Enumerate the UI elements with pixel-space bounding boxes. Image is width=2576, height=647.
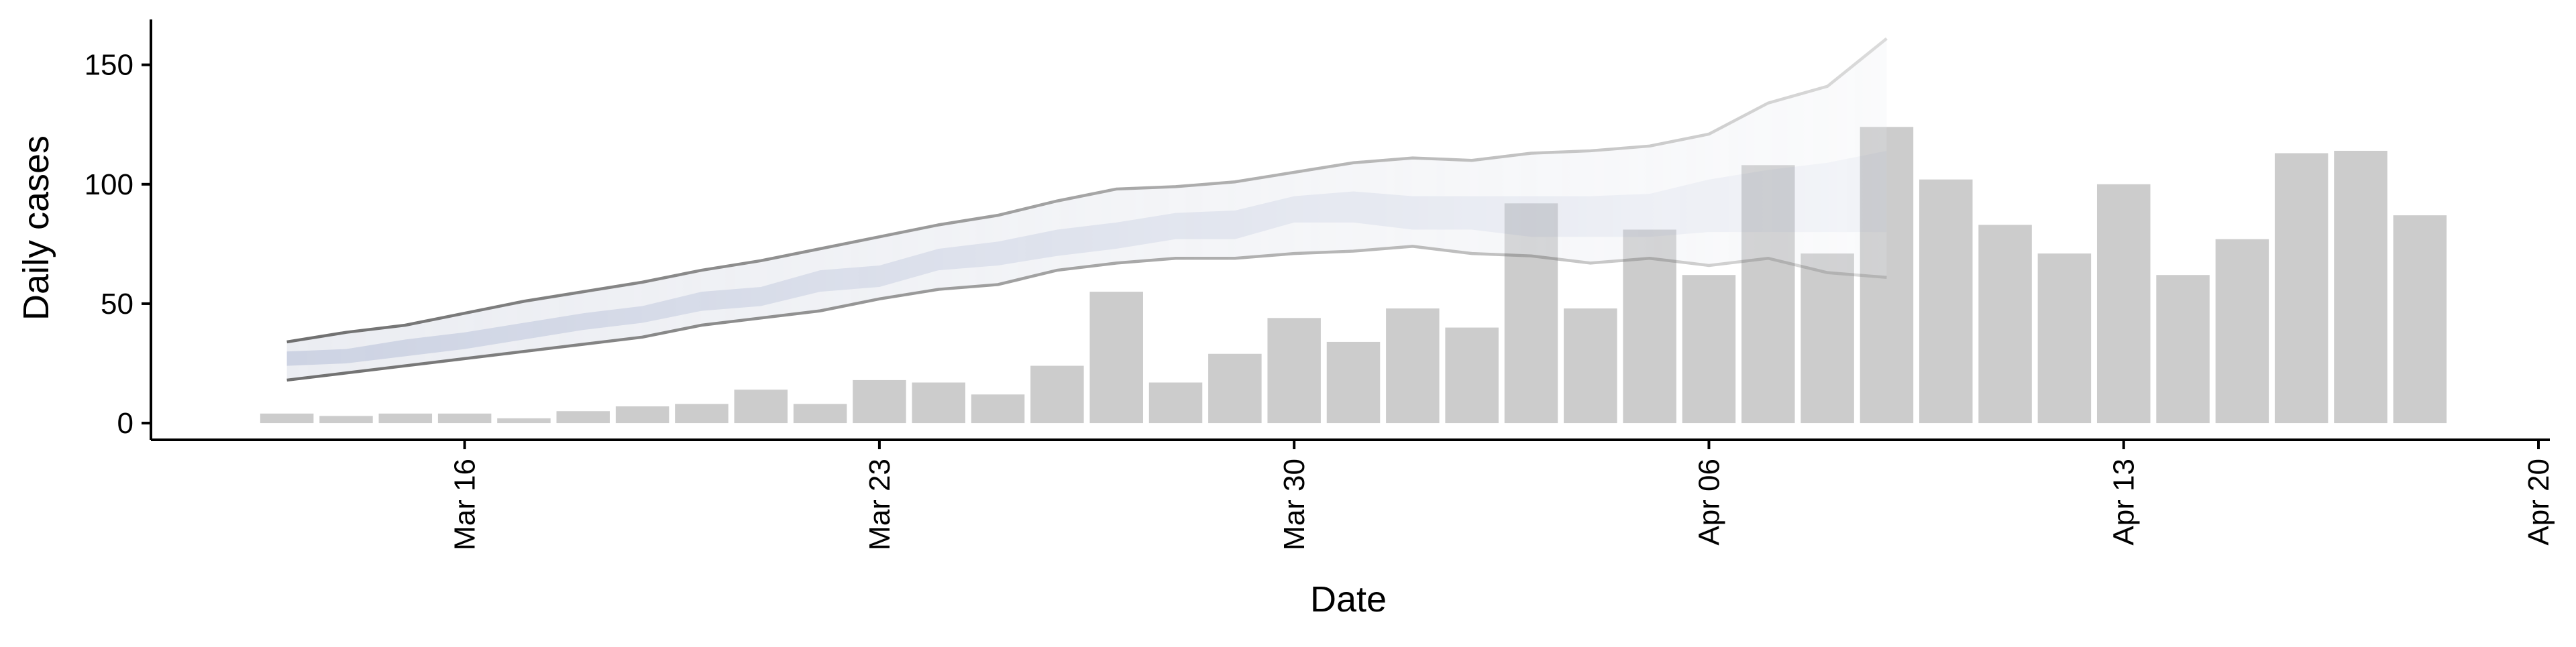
x-tick-label: Mar 16	[449, 459, 482, 550]
bar	[1801, 253, 1854, 424]
bar	[319, 416, 373, 424]
bar	[1919, 179, 1973, 424]
bar	[1267, 318, 1321, 424]
bar	[2156, 275, 2210, 424]
bar	[675, 404, 729, 424]
bar	[2096, 184, 2151, 424]
bar	[260, 413, 314, 424]
bar	[853, 379, 906, 424]
bar	[1445, 327, 1499, 424]
x-axis-title: Date	[1310, 579, 1387, 620]
bar	[1030, 365, 1084, 424]
y-axis-title: Daily cases	[16, 135, 56, 320]
bar	[2334, 150, 2387, 424]
bar	[615, 406, 669, 424]
forecast-line	[286, 37, 1888, 344]
bar	[1978, 225, 2032, 424]
bar	[556, 411, 610, 424]
bar	[1564, 308, 1617, 424]
bar	[2393, 215, 2447, 424]
forecast-outer-band	[286, 38, 1887, 380]
bar	[497, 418, 551, 424]
y-tick-label: 50	[101, 288, 133, 320]
forecast	[286, 37, 1888, 382]
y-tick-label: 150	[85, 49, 133, 82]
bar	[1682, 275, 1736, 424]
x-tick-label: Apr 20	[2522, 459, 2555, 546]
bar	[912, 382, 965, 424]
forecast-inner-band	[286, 150, 1887, 366]
forecast-line	[286, 245, 1887, 382]
bar	[2274, 153, 2328, 424]
bar	[1089, 292, 1143, 424]
x-tick-label: Mar 30	[1278, 459, 1311, 550]
bar	[1386, 308, 1440, 424]
y-tick-label: 100	[85, 168, 133, 201]
x-tick-label: Apr 06	[1693, 459, 1725, 546]
bar	[793, 404, 847, 424]
bar	[2215, 239, 2269, 424]
bar	[437, 413, 492, 424]
bar	[1326, 341, 1381, 424]
bar	[378, 413, 433, 424]
bar	[2037, 253, 2092, 424]
bar	[734, 390, 788, 424]
bar	[1208, 353, 1262, 424]
x-tick-label: Apr 13	[2108, 459, 2141, 546]
bar	[1148, 382, 1203, 424]
y-tick-label: 0	[117, 407, 133, 440]
bar	[971, 394, 1025, 424]
x-tick-label: Mar 23	[863, 459, 896, 550]
